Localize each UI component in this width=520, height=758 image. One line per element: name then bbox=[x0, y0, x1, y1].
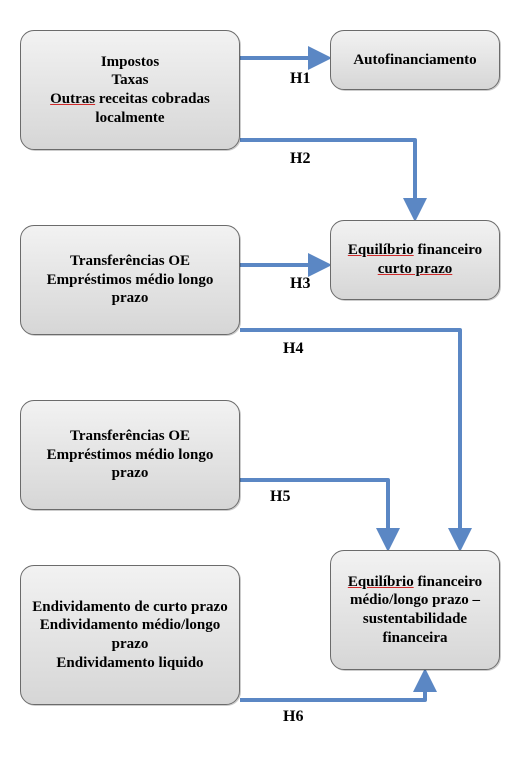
edge-label-H3: H3 bbox=[290, 275, 310, 293]
node-n6: Equilíbrio financeiro médio/longo prazo … bbox=[330, 550, 500, 670]
node-n1-line-0: Impostos bbox=[31, 53, 229, 72]
node-n1-line-2: Outras receitas cobradas localmente bbox=[31, 90, 229, 128]
node-n7-line-1: Endividamento médio/longo prazo bbox=[31, 616, 229, 654]
node-n1-line-1: Taxas bbox=[31, 71, 229, 90]
edge-label-H1: H1 bbox=[290, 70, 310, 88]
edge-label-H4: H4 bbox=[283, 340, 303, 358]
node-n3: Transferências OEEmpréstimos médio longo… bbox=[20, 225, 240, 335]
edge-label-H5: H5 bbox=[270, 488, 290, 506]
node-n7-line-2: Endividamento liquido bbox=[31, 654, 229, 673]
node-n7: Endividamento de curto prazoEndividament… bbox=[20, 565, 240, 705]
node-n3-line-0: Transferências OE bbox=[31, 252, 229, 271]
edge-H4 bbox=[240, 330, 460, 548]
node-n3-line-1: Empréstimos médio longo prazo bbox=[31, 271, 229, 309]
node-n5-line-0: Transferências OE bbox=[31, 427, 229, 446]
node-n2-line-0: Autofinanciamento bbox=[341, 51, 489, 70]
edge-H2 bbox=[240, 140, 415, 218]
node-n7-line-0: Endividamento de curto prazo bbox=[31, 598, 229, 617]
node-n5: Transferências OEEmpréstimos médio longo… bbox=[20, 400, 240, 510]
node-n6-line-0: Equilíbrio financeiro médio/longo prazo … bbox=[341, 573, 489, 648]
edge-H6 bbox=[240, 672, 425, 700]
edge-label-H2: H2 bbox=[290, 150, 310, 168]
node-n5-line-1: Empréstimos médio longo prazo bbox=[31, 446, 229, 484]
diagram-canvas: ImpostosTaxasOutras receitas cobradas lo… bbox=[0, 0, 520, 758]
node-n4: Equilíbrio financeiro curto prazo bbox=[330, 220, 500, 300]
edge-H5 bbox=[240, 480, 388, 548]
node-n2: Autofinanciamento bbox=[330, 30, 500, 90]
node-n1: ImpostosTaxasOutras receitas cobradas lo… bbox=[20, 30, 240, 150]
edge-label-H6: H6 bbox=[283, 708, 303, 726]
node-n4-line-0: Equilíbrio financeiro curto prazo bbox=[341, 241, 489, 279]
